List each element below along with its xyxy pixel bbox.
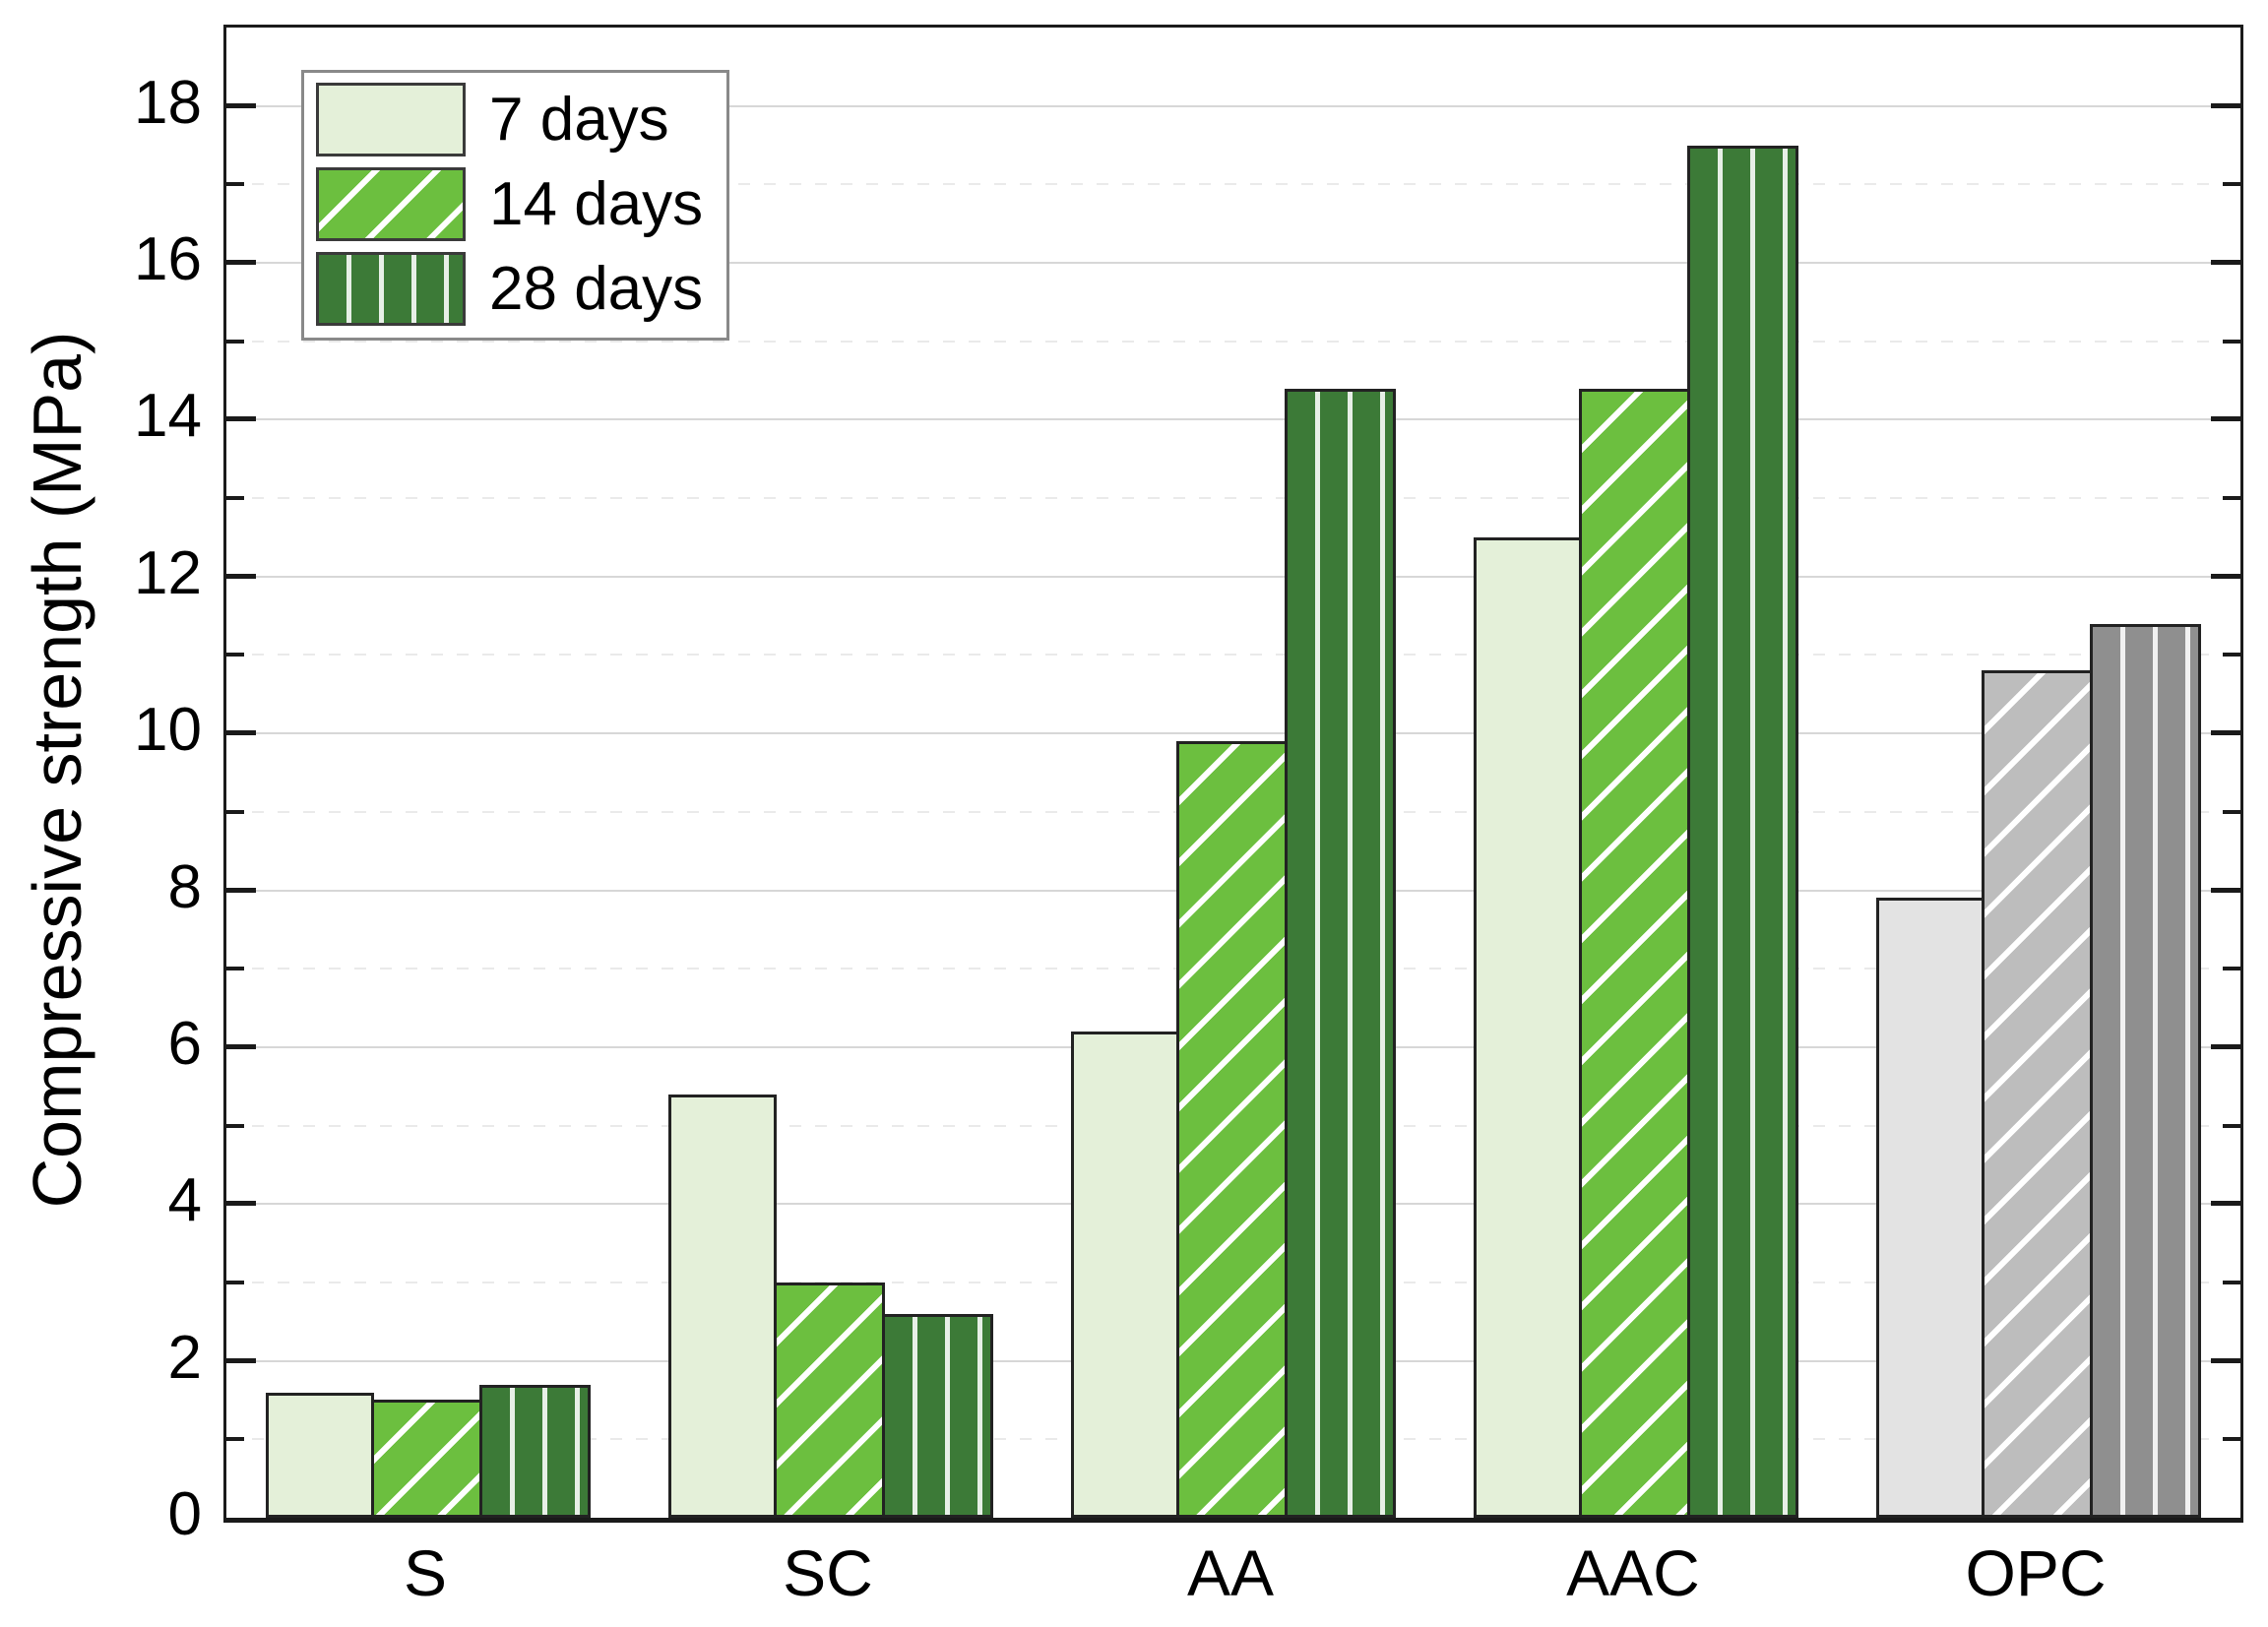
y-tick-label-6: 6 xyxy=(167,1009,202,1078)
tick-minor-right-1 xyxy=(2223,1437,2240,1442)
legend-swatch-7-days xyxy=(316,83,466,156)
bar-AAC-28-days xyxy=(1687,146,1798,1518)
y-tick-label-0: 0 xyxy=(167,1480,202,1548)
tick-major-right-6 xyxy=(2211,1043,2240,1049)
bar-SC-28-days xyxy=(882,1314,993,1518)
x-tick-label-SC: SC xyxy=(783,1536,873,1609)
bar-AAC-14-days xyxy=(1579,389,1690,1518)
x-tick-label-AA: AA xyxy=(1186,1536,1275,1609)
gridline-major-14 xyxy=(226,418,2240,421)
tick-minor-right-9 xyxy=(2223,809,2240,814)
tick-minor-left-1 xyxy=(226,1437,244,1442)
bar-OPC-14-days xyxy=(1982,670,2093,1518)
tick-major-right-2 xyxy=(2211,1357,2240,1363)
bar-OPC-7-days xyxy=(1876,898,1984,1518)
tick-major-left-18 xyxy=(226,102,256,108)
tick-minor-right-17 xyxy=(2223,182,2240,187)
tick-major-left-14 xyxy=(226,416,256,422)
tick-major-left-8 xyxy=(226,887,256,893)
bar-AA-28-days xyxy=(1285,389,1396,1518)
tick-major-left-4 xyxy=(226,1201,256,1207)
bar-AA-7-days xyxy=(1071,1032,1179,1518)
gridline-minor-17 xyxy=(226,183,2240,186)
tick-minor-left-11 xyxy=(226,653,244,657)
legend-label-7-days: 7 days xyxy=(489,86,669,154)
legend: 7 days 14 days 28 days xyxy=(301,70,729,341)
gridline-major-18 xyxy=(226,104,2240,107)
tick-major-right-8 xyxy=(2211,887,2240,893)
gridline-minor-15 xyxy=(226,340,2240,343)
y-tick-label-12: 12 xyxy=(134,538,202,607)
y-tick-label-8: 8 xyxy=(167,852,202,921)
tick-major-left-12 xyxy=(226,573,256,579)
gridline-major-10 xyxy=(226,732,2240,735)
bar-S-14-days xyxy=(371,1400,482,1518)
bar-S-28-days xyxy=(479,1385,591,1518)
tick-major-right-4 xyxy=(2211,1201,2240,1207)
x-tick-label-OPC: OPC xyxy=(1965,1536,2107,1609)
legend-label-14-days: 14 days xyxy=(489,170,704,238)
y-tick-label-14: 14 xyxy=(134,382,202,451)
legend-row-7-days: 7 days xyxy=(316,83,715,156)
tick-major-left-2 xyxy=(226,1357,256,1363)
tick-minor-right-11 xyxy=(2223,653,2240,657)
legend-label-28-days: 28 days xyxy=(489,255,704,323)
tick-major-right-12 xyxy=(2211,573,2240,579)
legend-swatch-14-days xyxy=(316,167,466,241)
tick-minor-right-3 xyxy=(2223,1280,2240,1284)
tick-major-left-16 xyxy=(226,260,256,266)
tick-minor-left-15 xyxy=(226,339,244,344)
plot-area: 7 days 14 days 28 days xyxy=(223,25,2243,1523)
tick-minor-left-3 xyxy=(226,1280,244,1284)
gridline-major-12 xyxy=(226,575,2240,578)
bar-S-7-days xyxy=(266,1393,374,1518)
tick-major-right-14 xyxy=(2211,416,2240,422)
y-tick-label-10: 10 xyxy=(134,696,202,765)
bar-SC-7-days xyxy=(668,1095,777,1518)
tick-major-left-10 xyxy=(226,730,256,736)
bar-SC-14-days xyxy=(774,1283,885,1518)
tick-minor-right-13 xyxy=(2223,496,2240,501)
tick-major-left-6 xyxy=(226,1043,256,1049)
gridline-minor-13 xyxy=(226,497,2240,500)
tick-major-right-16 xyxy=(2211,260,2240,266)
y-tick-label-4: 4 xyxy=(167,1166,202,1235)
bar-AA-14-days xyxy=(1176,741,1288,1518)
tick-minor-right-15 xyxy=(2223,339,2240,344)
tick-minor-right-5 xyxy=(2223,1123,2240,1128)
gridline-minor-11 xyxy=(226,654,2240,657)
y-tick-label-16: 16 xyxy=(134,225,202,294)
x-tick-label-AAC: AAC xyxy=(1566,1536,1700,1609)
bar-OPC-28-days xyxy=(2090,624,2201,1518)
tick-minor-left-9 xyxy=(226,809,244,814)
y-tick-label-18: 18 xyxy=(134,68,202,137)
tick-minor-left-7 xyxy=(226,967,244,971)
tick-minor-left-13 xyxy=(226,496,244,501)
bar-AAC-7-days xyxy=(1474,537,1582,1518)
legend-swatch-28-days xyxy=(316,252,466,326)
legend-row-28-days: 28 days xyxy=(316,252,715,326)
legend-row-14-days: 14 days xyxy=(316,167,715,241)
tick-minor-left-17 xyxy=(226,182,244,187)
y-tick-label-2: 2 xyxy=(167,1323,202,1392)
tick-minor-right-7 xyxy=(2223,967,2240,971)
tick-minor-left-5 xyxy=(226,1123,244,1128)
tick-major-right-10 xyxy=(2211,730,2240,736)
x-tick-label-S: S xyxy=(403,1536,448,1609)
gridline-major-16 xyxy=(226,262,2240,265)
tick-major-right-18 xyxy=(2211,102,2240,108)
